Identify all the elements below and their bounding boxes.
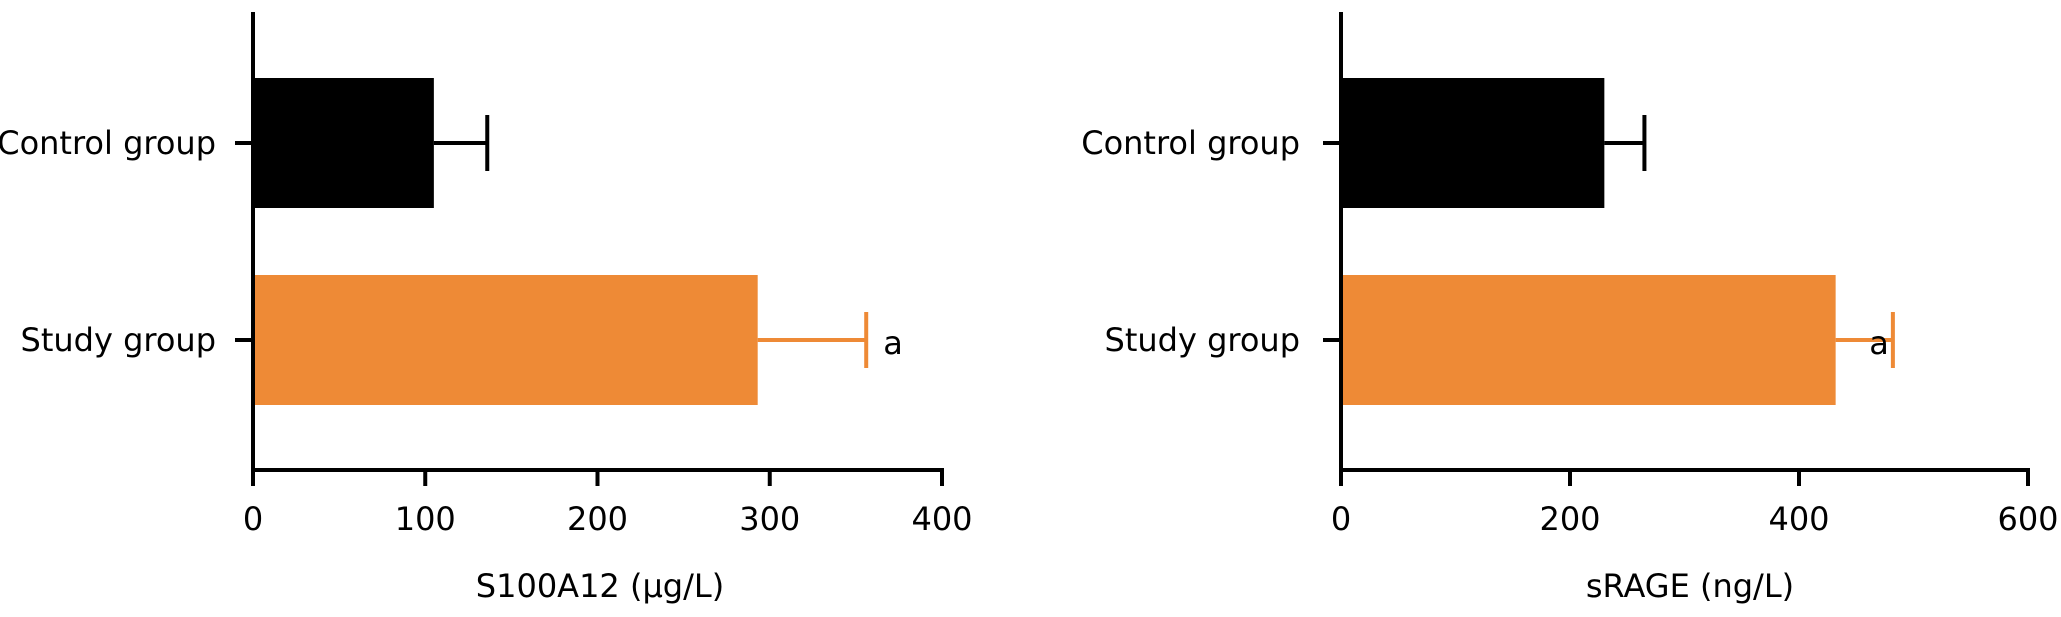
significance-annotation: a <box>1869 324 1889 362</box>
bar-control <box>1341 78 1605 208</box>
x-tick-label: 200 <box>567 500 628 538</box>
x-tick-label: 100 <box>395 500 456 538</box>
bar-study <box>1341 275 1836 405</box>
x-tick-label: 200 <box>1539 500 1600 538</box>
category-label: Control group <box>0 124 216 162</box>
x-axis-title: S100A12 (μg/L) <box>476 567 724 605</box>
x-tick-label: 400 <box>911 500 972 538</box>
x-axis-title: sRAGE (ng/L) <box>1586 567 1794 605</box>
x-tick-label: 300 <box>739 500 800 538</box>
significance-annotation: a <box>883 324 903 362</box>
panel-srage: Control group Study group a 0 200 400 600 sRAGE… <box>1081 12 2059 605</box>
x-tick-label: 0 <box>243 500 263 538</box>
x-tick-label: 0 <box>1331 500 1351 538</box>
x-tick-label: 600 <box>1997 500 2058 538</box>
bar-study <box>253 275 758 405</box>
category-label: Study group <box>21 321 217 359</box>
x-tick-label: 400 <box>1768 500 1829 538</box>
bar-control <box>253 78 434 208</box>
category-label: Study group <box>1105 321 1301 359</box>
category-label: Control group <box>1081 124 1300 162</box>
panel-s100a12: Control group Study group a 0 100 200 300 400 S1… <box>0 12 973 605</box>
